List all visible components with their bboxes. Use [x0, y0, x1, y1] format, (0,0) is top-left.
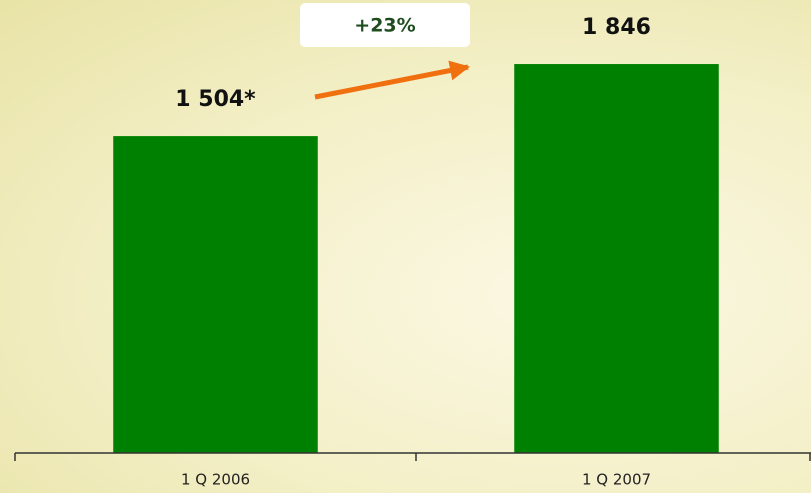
bar [514, 64, 719, 453]
value-label: 1 504* [175, 87, 256, 112]
annotation: +23% [354, 15, 415, 37]
x-tick-label: 1 Q 2007 [582, 471, 651, 489]
growth-arrow [314, 60, 470, 100]
x-tick-label: 1 Q 2006 [181, 471, 250, 489]
annotation-box [300, 3, 470, 47]
bar [113, 136, 318, 453]
value-label: 1 846 [582, 15, 651, 40]
